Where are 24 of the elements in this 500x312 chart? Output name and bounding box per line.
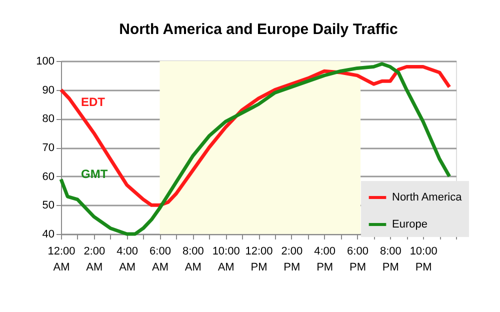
y-tick-label: 40	[42, 228, 54, 240]
x-tick-label: 8:00 PM	[380, 246, 402, 274]
y-tick-label: 70	[42, 142, 54, 154]
x-tick-label: 4:00 AM	[116, 246, 138, 274]
x-tick-label: 2:00 PM	[281, 246, 303, 274]
y-tick-label: 100	[36, 56, 54, 68]
annotation: EDT	[81, 94, 106, 109]
annotation: GMT	[81, 167, 108, 182]
x-tick-label: 6:00 AM	[150, 246, 171, 274]
y-tick-label: 80	[42, 113, 54, 126]
y-tick-label: 50	[42, 200, 54, 212]
x-tick-label: 8:00 AM	[182, 246, 204, 274]
x-tick-label: 10:00 PM	[410, 246, 438, 274]
x-tick-label: 12:00 PM	[245, 246, 273, 274]
x-tick-label: 4:00 PM	[314, 246, 336, 274]
x-tick-label: 10:00 AM	[212, 246, 240, 274]
legend-label: North America	[392, 192, 463, 204]
y-tick-label: 60	[42, 170, 54, 183]
chart-title: North America and Europe Daily Traffic	[119, 21, 398, 38]
legend-label: Europe	[392, 218, 428, 230]
x-tick-label: 12:00 AM	[48, 246, 76, 274]
x-tick-label: 6:00 PM	[347, 246, 368, 274]
x-tick-label: 2:00 AM	[84, 246, 106, 274]
y-tick-label: 90	[42, 84, 54, 96]
